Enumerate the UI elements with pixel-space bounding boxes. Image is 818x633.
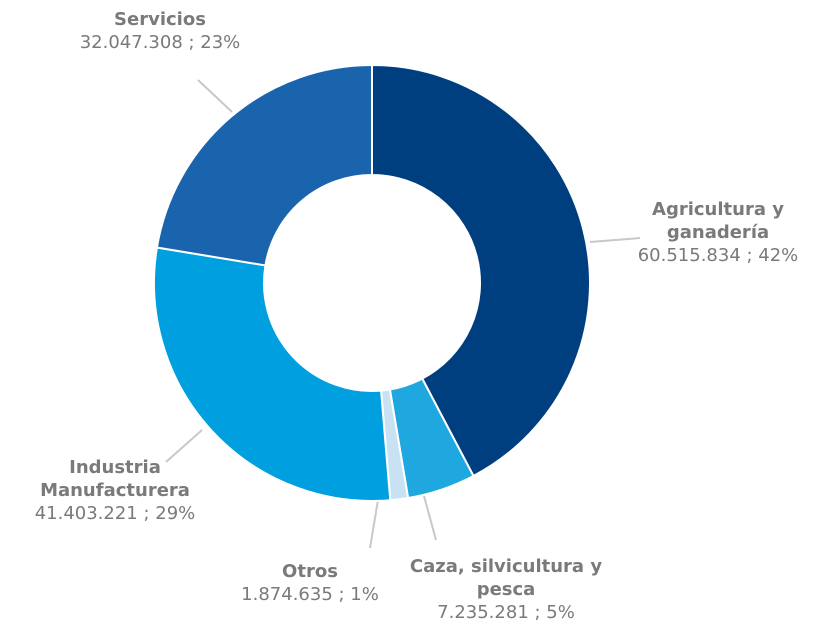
slice-label: Agricultura y ganadería 60.515.834 ; 42%: [638, 198, 799, 267]
leader-line: [165, 429, 203, 463]
donut-slice: [155, 63, 373, 267]
slice-label: Caza, silvicultura y pesca 7.235.281 ; 5%: [406, 555, 606, 624]
category-label: Industria Manufacturera: [40, 457, 190, 501]
donut-slice: [371, 63, 591, 478]
slice-label: Otros 1.874.635 ; 1%: [241, 560, 379, 606]
value-label: 7.235.281 ; 5%: [437, 602, 575, 623]
leader-line: [423, 495, 437, 541]
value-label: 60.515.834 ; 42%: [637, 245, 799, 266]
value-label: 1.874.635 ; 1%: [241, 584, 379, 605]
slice-label: Industria Manufacturera 41.403.221 ; 29%: [30, 456, 200, 525]
donut-slice: [153, 246, 392, 502]
leader-line: [369, 499, 379, 549]
slice-label: Servicios 32.047.308 ; 23%: [80, 8, 241, 54]
leader-line: [197, 79, 233, 113]
leader-line: [589, 237, 641, 243]
category-label: Otros: [282, 561, 338, 582]
category-label: Agricultura y ganadería: [652, 199, 784, 243]
category-label: Servicios: [114, 9, 206, 30]
value-label: 32.047.308 ; 23%: [79, 32, 241, 53]
category-label: Caza, silvicultura y pesca: [409, 556, 603, 600]
value-label: 41.403.221 ; 29%: [34, 503, 196, 524]
